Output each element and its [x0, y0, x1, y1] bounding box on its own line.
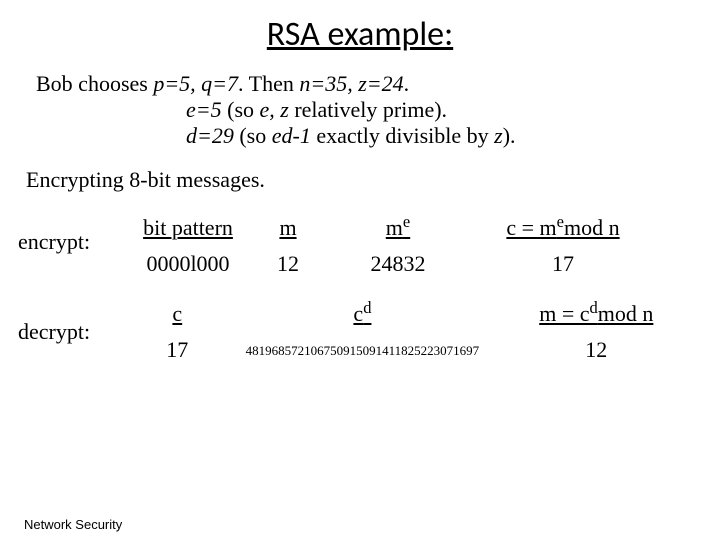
- eqns-pq: p=5, q=7: [153, 71, 238, 96]
- eqns-nz: n=35, z=24: [299, 71, 403, 96]
- eqns-ez: e, z: [260, 97, 289, 122]
- slide-content: Bob chooses p=5, q=7. Then n=35, z=24. e…: [36, 71, 684, 363]
- eqns-e: e=5: [186, 97, 222, 122]
- col-me: me 24832: [323, 215, 473, 277]
- m-pre: m = c: [539, 301, 589, 326]
- col-bitpattern: bit pattern 0000l000: [123, 215, 253, 277]
- dcol-cd: cd 481968572106750915091411825223071697: [216, 301, 508, 359]
- me-exp: e: [403, 212, 410, 231]
- dval-m: 12: [585, 337, 607, 363]
- intro-line-3: d=29 (so ed-1 exactly divisible by z).: [186, 123, 684, 149]
- val-bitpattern: 0000l000: [146, 251, 229, 277]
- m-post: mod n: [598, 301, 654, 326]
- hdr-me: me: [386, 215, 410, 241]
- encrypt-label: encrypt:: [18, 215, 123, 255]
- c-pre: c = m: [506, 215, 556, 240]
- slide-title: RSA example:: [0, 14, 720, 55]
- hdr-bitpattern: bit pattern: [143, 215, 233, 241]
- intro-period-1: .: [404, 71, 410, 96]
- footer-text: Network Security: [24, 517, 122, 532]
- hdr-c: c = memod n: [506, 215, 619, 241]
- dcol-m: m = cdmod n 12: [509, 301, 684, 363]
- me-base: m: [386, 215, 403, 240]
- eqns-d: d=29: [186, 123, 234, 148]
- intro-prime: relatively prime).: [289, 97, 447, 122]
- subheading: Encrypting 8-bit messages.: [26, 167, 684, 193]
- cd-base: c: [353, 301, 363, 326]
- c-exp: e: [557, 212, 564, 231]
- dcol-c: c 17: [138, 301, 216, 363]
- intro-line-1: Bob chooses p=5, q=7. Then n=35, z=24.: [36, 71, 684, 97]
- intro-period-2: ).: [503, 123, 516, 148]
- eqns-ed1: ed-1: [272, 123, 311, 148]
- val-c: 17: [552, 251, 574, 277]
- col-m: m 12: [253, 215, 323, 277]
- c-post: mod n: [564, 215, 620, 240]
- intro-so-2: (so: [234, 123, 272, 148]
- eqns-z: z: [494, 123, 503, 148]
- dhdr-m: m = cdmod n: [539, 301, 653, 327]
- dval-cd: 481968572106750915091411825223071697: [246, 343, 480, 359]
- dval-c: 17: [166, 337, 188, 363]
- dhdr-cd: cd: [353, 301, 371, 327]
- intro-then: . Then: [238, 71, 299, 96]
- decrypt-row: decrypt: c 17 cd 48196857210675091509141…: [18, 301, 684, 363]
- hdr-m: m: [279, 215, 296, 241]
- dhdr-c: c: [172, 301, 182, 327]
- val-m: 12: [277, 251, 299, 277]
- col-c: c = memod n 17: [473, 215, 653, 277]
- intro-divisible: exactly divisible by: [311, 123, 494, 148]
- intro-line-2: e=5 (so e, z relatively prime).: [186, 97, 684, 123]
- decrypt-label: decrypt:: [18, 301, 120, 345]
- intro-bob: Bob chooses: [36, 71, 153, 96]
- cd-exp: d: [363, 298, 371, 317]
- encrypt-row: encrypt: bit pattern 0000l000 m 12 me 24…: [18, 215, 684, 277]
- val-me: 24832: [371, 251, 426, 277]
- intro-so-1: (so: [222, 97, 260, 122]
- m-exp: d: [590, 298, 598, 317]
